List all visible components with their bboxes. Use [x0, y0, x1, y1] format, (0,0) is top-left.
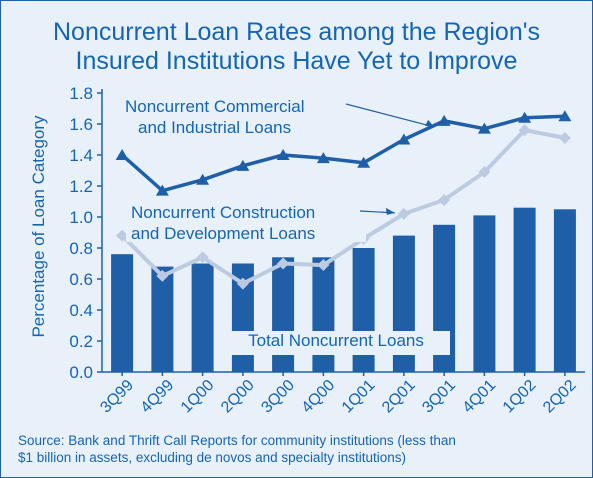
y-tick-label-0.2: 0.2 — [69, 332, 93, 351]
bar-total-noncurrent-1Q00 — [191, 263, 214, 372]
bar-series-label-background — [222, 331, 450, 355]
marker-construction-development-1Q02 — [518, 124, 531, 137]
marker-construction-development-2Q02 — [558, 131, 571, 144]
y-tick-label-0.6: 0.6 — [69, 270, 93, 289]
marker-commercial-industrial-1Q01 — [357, 156, 371, 168]
marker-construction-development-3Q00 — [277, 257, 290, 270]
annotation-commercial-industrial-leader — [345, 103, 435, 128]
annotation-construction-development-line-1: Noncurrent Construction — [131, 203, 315, 222]
marker-commercial-industrial-3Q99 — [115, 149, 129, 160]
x-tick-label-4Q00: 4Q00 — [299, 377, 339, 417]
annotation-commercial-industrial-line-1: Noncurrent Commercial — [125, 97, 305, 116]
line-construction-development — [120, 128, 566, 286]
bar-total-noncurrent-4Q99 — [151, 266, 174, 372]
y-tick-label-1.8: 1.8 — [69, 84, 93, 103]
marker-construction-development-3Q01 — [438, 193, 451, 206]
y-axis-title: Percentage of Loan Category — [29, 115, 48, 338]
marker-commercial-industrial-2Q01 — [397, 133, 411, 145]
marker-commercial-industrial-4Q00 — [316, 152, 330, 164]
chart-title-line-1: Noncurrent Loan Rates among the Region's — [52, 18, 540, 46]
marker-commercial-industrial-3Q00 — [276, 149, 290, 160]
marker-construction-development-4Q99 — [156, 269, 169, 282]
source-note-line-1: Source: Bank and Thrift Call Reports for… — [18, 433, 456, 448]
bar-total-noncurrent-1Q02 — [513, 207, 536, 372]
x-tick-label-4Q99: 4Q99 — [138, 377, 178, 417]
bar-total-noncurrent-4Q01 — [473, 215, 496, 372]
x-tick-label-1Q02: 1Q02 — [500, 377, 540, 417]
marker-commercial-industrial-4Q99 — [155, 184, 169, 196]
marker-commercial-industrial-2Q00 — [236, 159, 250, 171]
marker-construction-development-1Q00 — [196, 251, 209, 264]
x-tick-label-3Q01: 3Q01 — [419, 377, 459, 417]
y-tick-label-0.8: 0.8 — [69, 239, 93, 258]
y-tick-label-1.2: 1.2 — [69, 177, 93, 196]
marker-commercial-industrial-2Q02 — [558, 110, 572, 122]
y-tick-label-0.0: 0.0 — [69, 363, 93, 382]
marker-commercial-industrial-4Q01 — [477, 122, 491, 134]
marker-commercial-industrial-3Q01 — [437, 114, 451, 126]
annotation-construction-development-arrowhead — [385, 207, 395, 215]
x-tick-label-2Q00: 2Q00 — [218, 377, 258, 417]
x-tick-label-1Q00: 1Q00 — [178, 377, 218, 417]
x-tick-label-1Q01: 1Q01 — [339, 377, 379, 417]
y-tick-label-1.6: 1.6 — [69, 115, 93, 134]
source-note-line-2: $1 billion in assets, excluding de novos… — [18, 450, 406, 465]
bar-series-label: Total Noncurrent Loans — [248, 331, 424, 350]
x-tick-label-3Q00: 3Q00 — [258, 377, 298, 417]
annotation-commercial-industrial-arrowhead — [425, 119, 435, 127]
chart-title-line-2: Insured Institutions Have Yet to Improve — [75, 47, 518, 75]
x-tick-label-2Q01: 2Q01 — [379, 377, 419, 417]
marker-construction-development-2Q01 — [397, 207, 410, 220]
x-tick-label-2Q02: 2Q02 — [540, 377, 580, 417]
x-tick-label-4Q01: 4Q01 — [460, 377, 500, 417]
marker-construction-development-2Q00 — [236, 277, 249, 290]
bar-total-noncurrent-2Q02 — [553, 209, 576, 373]
marker-commercial-industrial-1Q00 — [196, 173, 210, 185]
annotation-construction-background — [126, 200, 366, 242]
y-tick-label-1.4: 1.4 — [69, 146, 93, 165]
marker-construction-development-4Q00 — [317, 259, 330, 272]
bar-total-noncurrent-3Q99 — [111, 254, 134, 372]
marker-construction-development-4Q01 — [478, 166, 491, 179]
y-tick-label-0.4: 0.4 — [69, 301, 93, 320]
annotation-commercial-industrial-line-2: and Industrial Loans — [138, 118, 291, 137]
annotation-construction-development-line-2: and Development Loans — [131, 224, 315, 243]
y-tick-label-1.0: 1.0 — [69, 208, 93, 227]
marker-commercial-industrial-1Q02 — [518, 111, 532, 123]
marker-construction-development-3Q99 — [116, 229, 129, 242]
line-commercial-industrial — [120, 114, 565, 193]
x-tick-label-3Q99: 3Q99 — [97, 377, 137, 417]
